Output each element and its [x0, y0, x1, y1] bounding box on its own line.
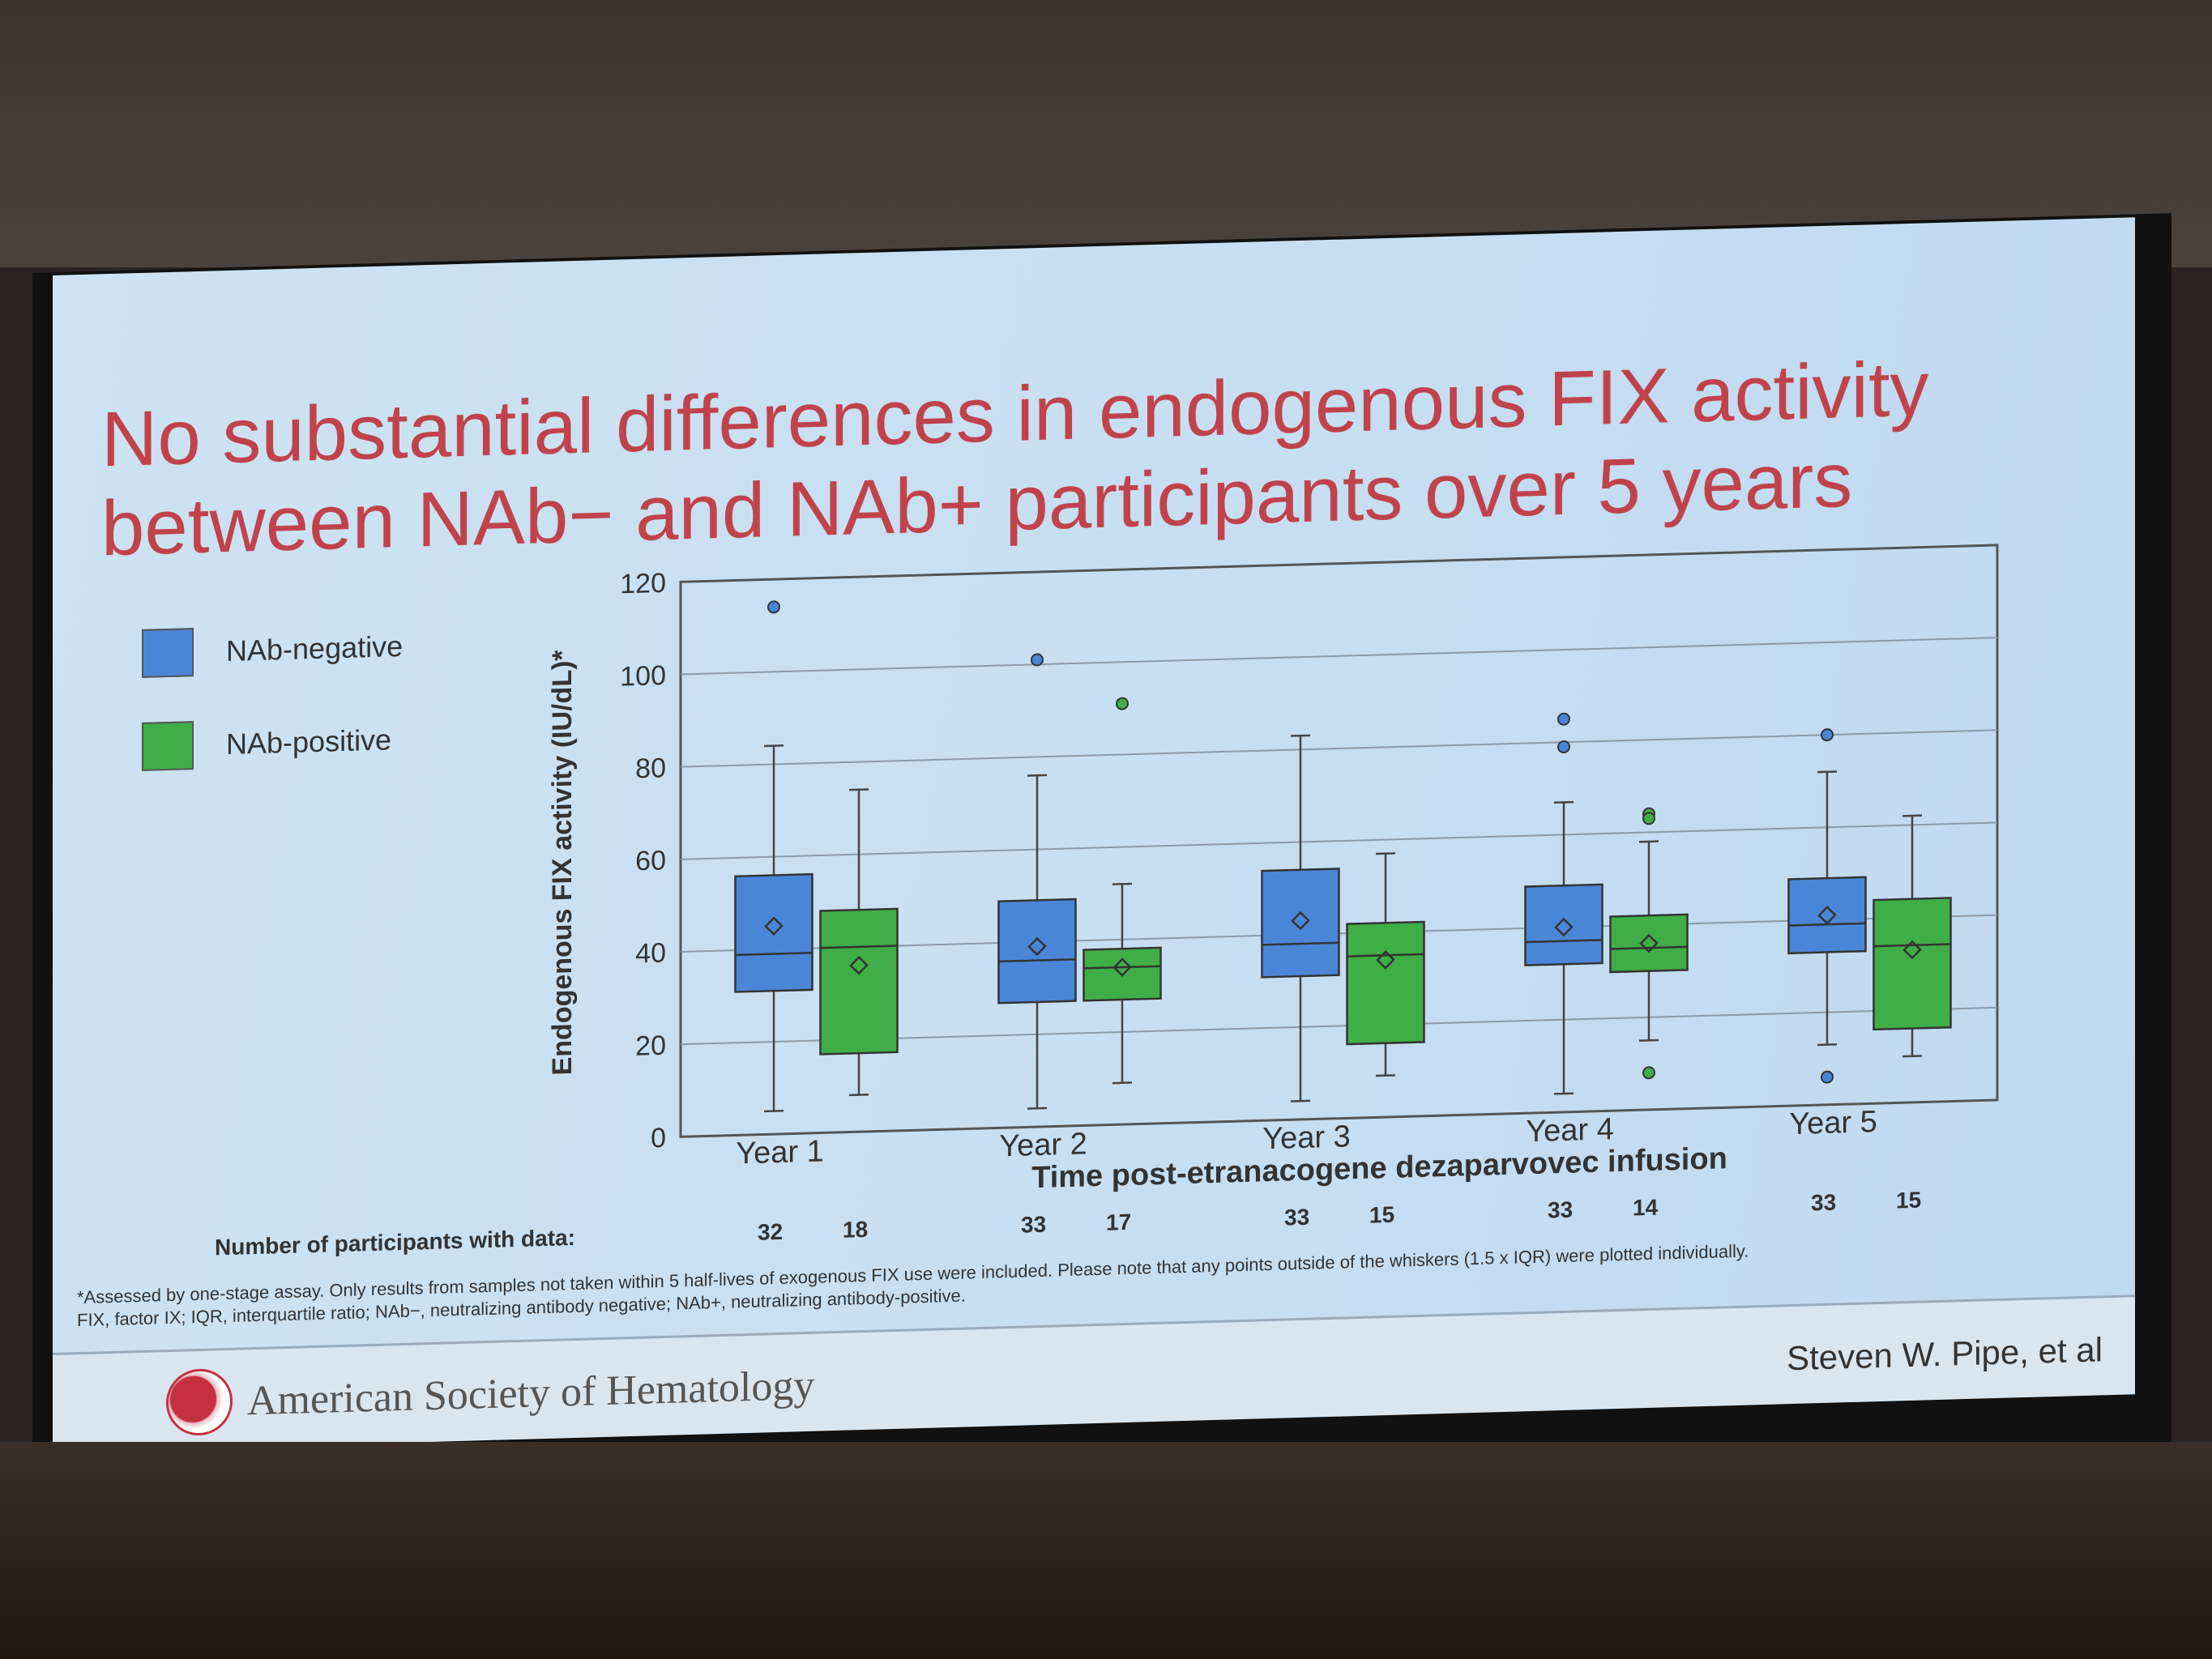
mean-marker: [1376, 950, 1395, 970]
median-line: [1873, 943, 1951, 948]
median-line: [998, 957, 1076, 963]
y-tick-label: 40: [635, 938, 666, 970]
participant-count: 15: [1369, 1201, 1395, 1228]
box-nab-negative: [1261, 868, 1340, 979]
box-nab-positive: [1346, 920, 1425, 1046]
whisker-cap-max: [1376, 852, 1395, 855]
x-axis-label: Time post-etranacogene dezaparvovec infu…: [1031, 1141, 1727, 1195]
gridline: [681, 821, 1997, 860]
participant-count: 15: [1896, 1187, 1922, 1213]
y-axis-label: Endogenous FIX activity (IU/dL)*: [547, 649, 578, 1076]
outlier-point: [1821, 1070, 1834, 1084]
whisker-cap-max: [1027, 774, 1047, 777]
outlier-point: [1557, 712, 1570, 726]
outlier-point: [1031, 653, 1044, 667]
outlier-point: [1642, 1066, 1655, 1080]
whisker-cap-max: [764, 744, 784, 748]
whisker-cap-min: [1817, 1043, 1837, 1047]
x-tick-label: Year 5: [1789, 1105, 1877, 1141]
median-line: [1347, 953, 1424, 957]
x-tick-label: Year 3: [1262, 1120, 1350, 1156]
mean-marker: [1554, 917, 1574, 937]
box-nab-positive: [1609, 913, 1689, 974]
mean-marker: [1817, 906, 1837, 925]
gridline: [681, 729, 1997, 768]
mean-marker: [764, 916, 784, 936]
presentation-slide: No substantial differences in endogenous…: [53, 217, 2135, 1452]
whisker-cap-max: [1817, 770, 1837, 774]
box-nab-positive: [1873, 897, 1952, 1031]
whisker-cap-max: [849, 788, 869, 791]
median-line: [1262, 941, 1339, 946]
gridline: [681, 1006, 1997, 1046]
audience-silhouettes: [0, 1442, 2212, 1659]
participant-count: 33: [1548, 1196, 1574, 1223]
y-tick-label: 20: [635, 1030, 666, 1062]
median-line: [1610, 945, 1688, 950]
participant-count: 18: [843, 1216, 869, 1243]
ash-logo-group: American Society of Hematology: [166, 1352, 815, 1437]
y-tick-label: 0: [651, 1123, 666, 1154]
mean-marker: [1112, 957, 1132, 977]
outlier-point: [1642, 812, 1655, 825]
box-nab-negative: [1787, 876, 1867, 955]
participant-count: 33: [1811, 1189, 1837, 1216]
y-tick-label: 60: [635, 845, 666, 876]
mean-marker: [1291, 911, 1310, 931]
box-nab-negative: [997, 898, 1077, 1004]
mean-marker: [1902, 940, 1922, 960]
x-tick-label: Year 1: [736, 1134, 823, 1171]
whisker-cap-max: [1554, 800, 1574, 804]
x-tick-label: Year 4: [1526, 1112, 1613, 1149]
author-credit: Steven W. Pipe, et al: [1787, 1330, 2103, 1378]
organization-name: American Society of Hematology: [247, 1362, 815, 1424]
whisker-cap-max: [1112, 882, 1132, 885]
whisker-cap-min: [1027, 1107, 1047, 1110]
participant-count: 17: [1106, 1209, 1132, 1235]
whisker-cap-min: [1291, 1099, 1310, 1102]
mean-marker: [849, 955, 869, 975]
gridline: [681, 637, 1997, 676]
box-nab-negative: [1524, 883, 1603, 966]
median-line: [1525, 939, 1603, 944]
outlier-point: [1557, 740, 1570, 753]
mean-marker: [1027, 936, 1047, 957]
mean-marker: [1639, 933, 1659, 953]
median-line: [735, 951, 813, 957]
participant-count: 32: [758, 1218, 784, 1245]
box-plot: 0 20 40 60 80 100 120 Endogenous FIX activity (…: [547, 544, 1999, 1195]
box-nab-positive: [819, 907, 899, 1056]
ash-logo-icon: [166, 1367, 233, 1437]
median-line: [820, 945, 898, 949]
median-line: [1083, 965, 1161, 970]
participant-count: 33: [1021, 1211, 1047, 1238]
whisker-cap-min: [1639, 1038, 1659, 1042]
participant-count: 33: [1284, 1204, 1310, 1230]
participant-count: 14: [1633, 1194, 1659, 1221]
y-tick-label: 80: [635, 753, 666, 784]
whisker-cap-min: [1376, 1074, 1395, 1077]
outlier-point: [1116, 697, 1129, 710]
outlier-point: [767, 600, 780, 614]
x-tick-label: Year 2: [999, 1127, 1087, 1163]
whisker-cap-min: [849, 1093, 869, 1097]
whisker-cap-max: [1902, 814, 1922, 817]
whisker-cap-min: [1112, 1081, 1132, 1085]
y-tick-label: 120: [620, 568, 666, 600]
y-tick-label: 100: [620, 660, 666, 693]
outlier-point: [1821, 728, 1834, 742]
